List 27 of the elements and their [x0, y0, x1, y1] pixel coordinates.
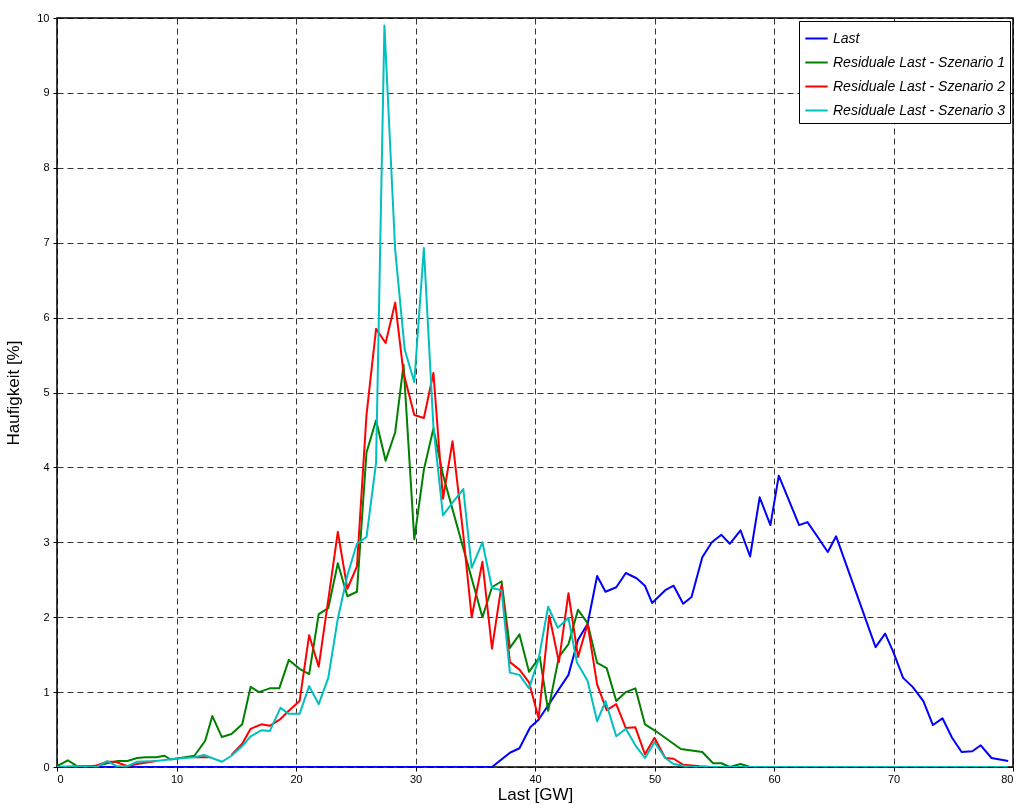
- y-tick-label: 0: [43, 760, 50, 773]
- y-tick-label: 2: [43, 610, 50, 623]
- y-tick-label: 4: [43, 460, 50, 473]
- y-tick-label: 9: [43, 86, 50, 99]
- legend-label: Residuale Last - Szenario 3: [833, 101, 1006, 118]
- y-tick-label: 7: [43, 236, 50, 249]
- x-tick-label: 50: [648, 772, 662, 785]
- x-tick-label: 70: [887, 772, 901, 785]
- y-tick-label: 3: [43, 535, 50, 548]
- y-tick-label: 8: [43, 161, 50, 174]
- x-axis-title: Last [GW]: [497, 784, 574, 804]
- y-tick-label: 1: [43, 685, 50, 698]
- x-tick-label: 80: [1001, 772, 1014, 785]
- legend-label: Residuale Last - Szenario 1: [833, 53, 1005, 70]
- y-axis-title: Haufigkeit [%]: [4, 340, 24, 446]
- y-tick-label: 6: [43, 311, 50, 324]
- legend-label: Last: [833, 29, 861, 46]
- legend-label: Residuale Last - Szenario 2: [833, 77, 1006, 94]
- y-tick-label: 10: [37, 11, 50, 24]
- x-tick-label: 10: [170, 772, 184, 785]
- x-tick-label: 30: [409, 772, 423, 785]
- line-series: [57, 24, 1010, 767]
- x-tick-label: 0: [57, 772, 64, 785]
- x-tick-label: 40: [529, 772, 542, 785]
- x-tick-label: 20: [290, 772, 303, 785]
- x-tick-label: 60: [768, 772, 781, 785]
- y-tick-label: 5: [43, 386, 50, 398]
